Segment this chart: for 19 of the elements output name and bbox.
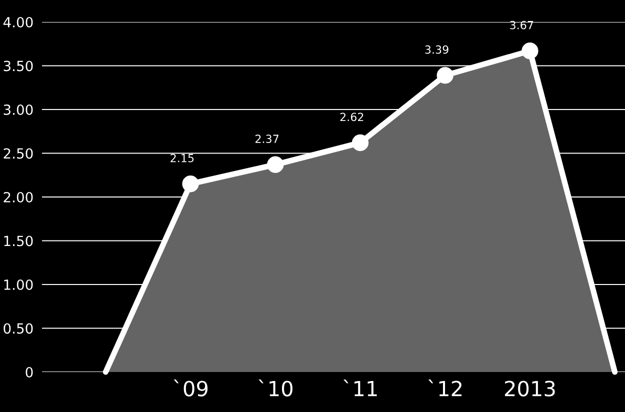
data-label: 3.39 bbox=[425, 45, 448, 54]
x-tick-label: 2013 bbox=[504, 380, 555, 396]
data-label: 2.62 bbox=[340, 112, 364, 122]
data-label: 3.67 bbox=[510, 20, 534, 30]
y-tick-label: 4.00 bbox=[3, 16, 33, 28]
y-tick-label: 0.50 bbox=[4, 323, 33, 334]
y-tick-label: 1.00 bbox=[4, 279, 33, 290]
y-tick-label: 1.50 bbox=[4, 236, 33, 246]
x-tick-label: `10 bbox=[258, 380, 292, 396]
y-tick-label: 2.50 bbox=[4, 148, 33, 159]
data-label: 2.15 bbox=[170, 154, 194, 162]
x-tick-label: `12 bbox=[428, 380, 462, 396]
x-tick-label: `09 bbox=[174, 380, 208, 396]
y-tick-label: 2.00 bbox=[4, 192, 33, 202]
data-label: 2.37 bbox=[255, 134, 278, 144]
x-tick-label: `11 bbox=[343, 380, 377, 396]
y-tick-label: 3.00 bbox=[4, 104, 33, 115]
y-tick-label: 0 bbox=[26, 366, 33, 378]
y-tick-label: 3.50 bbox=[4, 60, 33, 72]
